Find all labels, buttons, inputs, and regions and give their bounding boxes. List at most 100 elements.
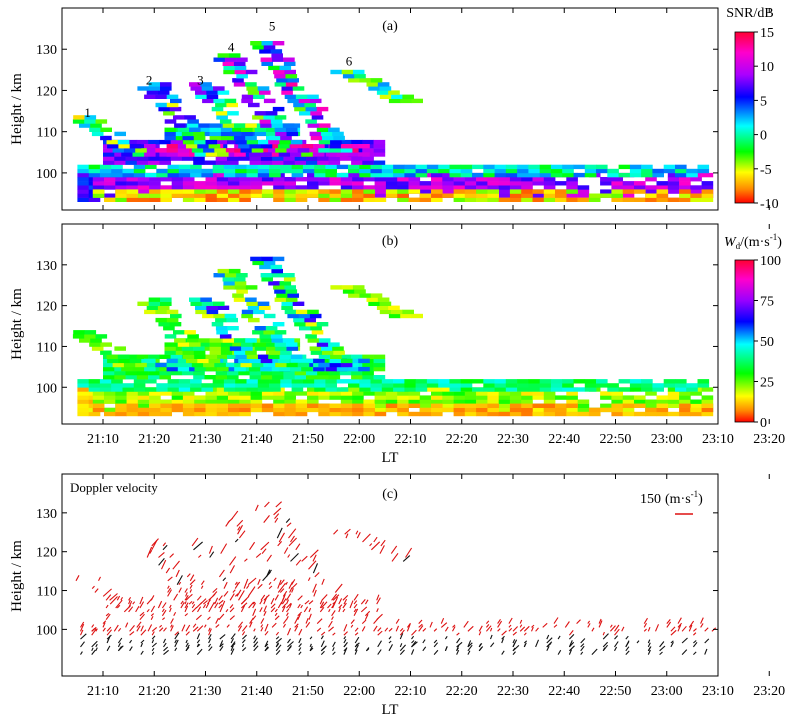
heatmap-cell bbox=[228, 407, 240, 413]
heatmap-cell bbox=[92, 189, 105, 194]
velocity-vector bbox=[151, 631, 155, 636]
velocity-vector bbox=[264, 630, 269, 636]
heatmap-cell bbox=[166, 94, 179, 99]
velocity-vector bbox=[241, 602, 248, 609]
velocity-vector bbox=[332, 632, 336, 636]
heatmap-cell bbox=[234, 152, 246, 157]
velocity-vector bbox=[139, 601, 145, 609]
heatmap-cell bbox=[304, 102, 316, 108]
heatmap-cell bbox=[149, 181, 161, 186]
heatmap-cell bbox=[287, 313, 299, 319]
velocity-vector bbox=[602, 644, 609, 652]
heatmap-cell bbox=[216, 330, 228, 335]
heatmap-cell bbox=[274, 289, 286, 294]
velocity-vector bbox=[343, 598, 348, 605]
heatmap-cell bbox=[550, 168, 563, 174]
heatmap-cell bbox=[374, 411, 387, 417]
heatmap-cell bbox=[667, 403, 680, 408]
heatmap-cell bbox=[679, 193, 691, 198]
heatmap-cell bbox=[408, 395, 421, 400]
heatmap-cell bbox=[359, 168, 371, 174]
heatmap-cell bbox=[198, 127, 210, 132]
velocity-vector bbox=[411, 641, 418, 648]
heatmap-cell bbox=[449, 164, 462, 170]
heatmap-cell bbox=[217, 366, 229, 372]
heatmap-cell bbox=[217, 268, 230, 274]
heatmap-cell bbox=[205, 189, 218, 194]
heatmap-cell bbox=[464, 177, 477, 182]
heatmap-cell bbox=[340, 358, 353, 364]
heatmap-cell bbox=[584, 164, 597, 170]
heatmap-cell bbox=[442, 189, 454, 194]
heatmap-cell bbox=[297, 148, 310, 153]
heatmap-cell bbox=[226, 102, 238, 108]
heatmap-cell bbox=[306, 375, 318, 380]
heatmap-cell bbox=[517, 168, 529, 174]
velocity-vector bbox=[580, 643, 585, 648]
heatmap-cell bbox=[419, 411, 432, 417]
velocity-vector bbox=[200, 598, 207, 605]
velocity-vector bbox=[422, 628, 427, 632]
heatmap-cell bbox=[472, 379, 484, 384]
heatmap-cell bbox=[203, 148, 215, 153]
velocity-vector bbox=[670, 629, 677, 636]
velocity-vector bbox=[237, 625, 243, 632]
velocity-vector bbox=[463, 620, 469, 628]
heatmap-cell bbox=[555, 407, 567, 413]
heatmap-cell bbox=[126, 189, 139, 194]
heatmap-cell bbox=[123, 148, 136, 153]
heatmap-cell bbox=[348, 78, 360, 83]
heatmap-cell bbox=[271, 273, 284, 278]
heatmap-cell bbox=[269, 168, 281, 174]
heatmap-cell bbox=[600, 181, 612, 186]
heatmap-cell bbox=[284, 411, 296, 417]
x-tick-label: 22:10 bbox=[395, 432, 427, 447]
heatmap-cell bbox=[193, 131, 205, 137]
heatmap-cell bbox=[251, 148, 264, 153]
heatmap-cell bbox=[239, 185, 251, 190]
heatmap-cell bbox=[634, 197, 646, 202]
heatmap-cell bbox=[194, 411, 206, 417]
heatmap-cell bbox=[137, 391, 150, 396]
heatmap-cell bbox=[377, 82, 390, 87]
heatmap-cell bbox=[222, 366, 235, 372]
heatmap-cell bbox=[114, 370, 126, 376]
heatmap-cell bbox=[611, 197, 623, 202]
heatmap-cell bbox=[235, 354, 247, 359]
heatmap-cell bbox=[611, 391, 623, 396]
heatmap-cell bbox=[283, 160, 295, 165]
velocity-vector bbox=[371, 541, 381, 551]
velocity-vector bbox=[178, 581, 182, 586]
velocity-vector bbox=[218, 599, 224, 605]
heatmap-cell bbox=[245, 297, 257, 302]
velocity-vector bbox=[508, 617, 513, 624]
heatmap-cell bbox=[318, 354, 331, 359]
heatmap-cell bbox=[281, 86, 294, 91]
heatmap-cell bbox=[193, 350, 206, 355]
heatmap-cell bbox=[476, 395, 488, 400]
heatmap-cell bbox=[273, 185, 285, 190]
heatmap-cell bbox=[385, 391, 398, 396]
heatmap-cell bbox=[645, 177, 657, 182]
heatmap-cell bbox=[634, 411, 646, 417]
heatmap-cell bbox=[293, 317, 305, 323]
heatmap-cell bbox=[431, 387, 443, 392]
velocity-vector bbox=[263, 595, 268, 605]
heatmap-cell bbox=[562, 168, 574, 174]
velocity-vector bbox=[184, 605, 189, 613]
velocity-vector bbox=[328, 626, 334, 632]
velocity-vector bbox=[117, 645, 123, 652]
heatmap-cell bbox=[112, 148, 125, 153]
heatmap-cell bbox=[133, 383, 146, 388]
velocity-vector bbox=[353, 593, 359, 601]
velocity-vector bbox=[700, 623, 704, 628]
heatmap-cell bbox=[577, 193, 590, 198]
heatmap-cell bbox=[115, 395, 127, 400]
heatmap-cell bbox=[129, 358, 142, 364]
heatmap-cell bbox=[233, 297, 246, 302]
velocity-vector bbox=[150, 605, 156, 613]
heatmap-cell bbox=[419, 399, 432, 404]
velocity-vector bbox=[345, 533, 349, 539]
heatmap-cell bbox=[336, 164, 349, 170]
heatmap-cell bbox=[133, 172, 146, 178]
